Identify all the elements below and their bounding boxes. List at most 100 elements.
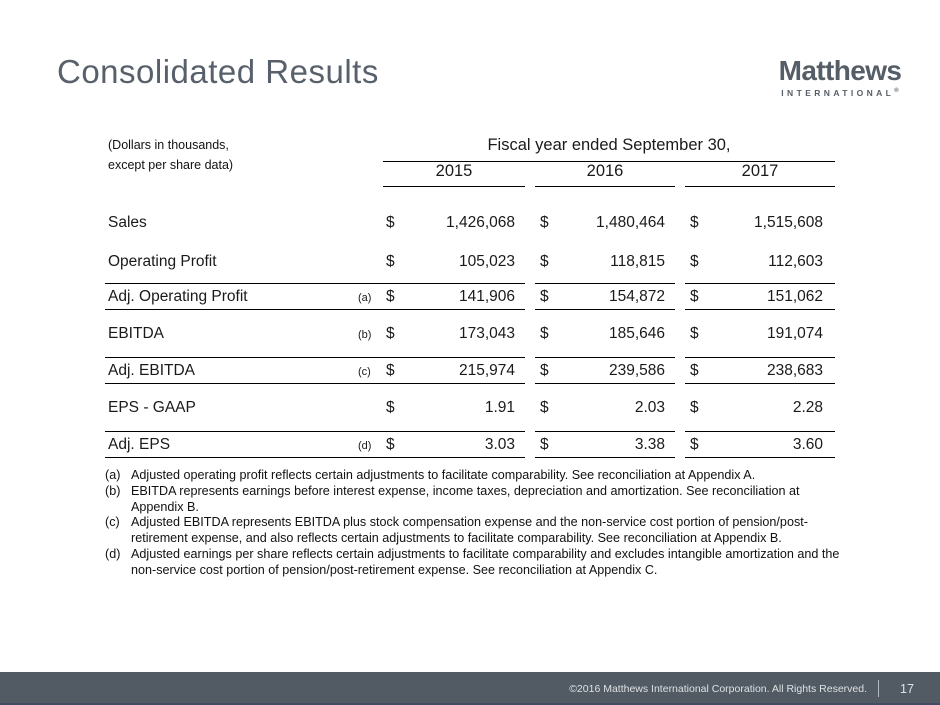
value-2017: 3.60 <box>792 435 823 453</box>
row-segment-2017: $ 3.60 <box>685 431 835 458</box>
dollar-sign: $ <box>690 213 699 231</box>
value-2017: 238,683 <box>766 361 823 379</box>
row-segment-label-2015: Sales $ 1,426,068 <box>105 204 525 241</box>
value-2015: 215,974 <box>458 361 515 379</box>
value-2015: 1.91 <box>484 398 515 416</box>
row-segment-2017: $ 151,062 <box>685 283 835 310</box>
footnotes: (a) Adjusted operating profit reflects c… <box>105 468 853 579</box>
table-row: Adj. Operating Profit (a) $ 141,906 $ 15… <box>105 283 835 310</box>
row-footnote-marker <box>358 261 383 264</box>
dollar-sign: $ <box>386 435 395 453</box>
table-row: EBITDA (b) $ 173,043 $ 185,646 $ 191,074 <box>105 310 835 357</box>
column-header-2017: 2017 <box>685 162 835 187</box>
row-footnote-marker: (b) <box>358 329 372 341</box>
value-2016: 2.03 <box>634 398 665 416</box>
row-footnote-marker: (a) <box>358 292 372 304</box>
dollar-sign: $ <box>690 398 699 416</box>
footnote-marker: (c) <box>105 515 120 530</box>
row-segment-2016: $ 3.38 <box>535 431 675 458</box>
column-header-2015: 2015 <box>383 162 525 187</box>
registered-trademark-symbol: ® <box>894 88 899 94</box>
dollar-sign: $ <box>540 253 549 270</box>
value-2017: 2.28 <box>792 398 823 416</box>
logo-subtitle-text: INTERNATIONAL <box>781 88 895 98</box>
row-segment-label-2015: Operating Profit $ 105,023 <box>105 241 525 283</box>
company-logo: Matthews INTERNATIONAL® <box>772 56 908 99</box>
row-segment-label-2015: Adj. EPS (d) $ 3.03 <box>105 431 525 458</box>
footnote-item: (c) Adjusted EBITDA represents EBITDA pl… <box>105 515 853 547</box>
dollar-sign: $ <box>386 287 395 305</box>
table-body: Sales $ 1,426,068 $ 1,480,464 $ 1,515,60… <box>105 204 835 458</box>
units-note-line2: except per share data) <box>108 158 234 172</box>
dollar-sign: $ <box>540 324 549 342</box>
footnote-item: (a) Adjusted operating profit reflects c… <box>105 468 853 484</box>
page-title: Consolidated Results <box>57 53 379 90</box>
row-segment-label-2015: Adj. Operating Profit (a) $ 141,906 <box>105 283 525 310</box>
value-2015: 1,426,068 <box>446 213 515 231</box>
units-note-line1: (Dollars in thousands, <box>108 138 229 152</box>
value-2015: 141,906 <box>458 287 515 305</box>
row-label: Sales <box>108 213 147 231</box>
page-number: 17 <box>900 681 914 696</box>
row-label: Operating Profit <box>108 253 217 270</box>
logo-subtitle: INTERNATIONAL® <box>772 88 908 98</box>
row-segment-2017: $ 191,074 <box>685 310 835 357</box>
table-row: Operating Profit $ 105,023 $ 118,815 $ 1… <box>105 241 835 283</box>
dollar-sign: $ <box>540 398 549 416</box>
row-segment-2016: $ 1,480,464 <box>535 204 675 241</box>
row-segment-2017: $ 1,515,608 <box>685 204 835 241</box>
footnote-marker: (b) <box>105 483 121 498</box>
row-footnote-marker: (c) <box>358 366 371 378</box>
row-segment-2016: $ 2.03 <box>535 384 675 431</box>
footnote-marker: (d) <box>105 546 121 561</box>
copyright-text: ©2016 Matthews International Corporation… <box>569 682 867 695</box>
row-segment-2017: $ 112,603 <box>685 241 835 283</box>
footnote-item: (b) EBITDA represents earnings before in… <box>105 484 853 516</box>
footnote-text: Adjusted EBITDA represents EBITDA plus s… <box>131 515 808 546</box>
footnote-text: Adjusted earnings per share reflects cer… <box>131 546 840 577</box>
value-2016: 154,872 <box>608 287 665 305</box>
units-note: (Dollars in thousands, except per share … <box>108 135 233 175</box>
dollar-sign: $ <box>386 213 395 231</box>
value-2017: 112,603 <box>768 253 823 270</box>
table-header-fiscal-year: Fiscal year ended September 30, <box>383 136 835 162</box>
dollar-sign: $ <box>386 324 395 342</box>
row-label: Adj. Operating Profit <box>108 287 248 305</box>
footer-bar: ©2016 Matthews International Corporation… <box>0 672 940 705</box>
row-segment-2016: $ 154,872 <box>535 283 675 310</box>
dollar-sign: $ <box>540 213 549 231</box>
dollar-sign: $ <box>690 324 699 342</box>
row-label: Adj. EBITDA <box>108 361 195 379</box>
dollar-sign: $ <box>690 361 699 379</box>
row-footnote-marker <box>358 406 383 409</box>
footnote-marker: (a) <box>105 468 121 482</box>
row-segment-2016: $ 239,586 <box>535 357 675 384</box>
row-segment-2017: $ 238,683 <box>685 357 835 384</box>
footnote-text: Adjusted operating profit reflects certa… <box>131 468 756 482</box>
row-segment-label-2015: EBITDA (b) $ 173,043 <box>105 310 525 357</box>
dollar-sign: $ <box>386 253 395 270</box>
row-segment-label-2015: Adj. EBITDA (c) $ 215,974 <box>105 357 525 384</box>
dollar-sign: $ <box>540 435 549 453</box>
row-segment-2016: $ 185,646 <box>535 310 675 357</box>
value-2017: 191,074 <box>766 324 823 342</box>
table-row: Sales $ 1,426,068 $ 1,480,464 $ 1,515,60… <box>105 204 835 241</box>
value-2016: 185,646 <box>608 324 665 342</box>
row-footnote-marker <box>358 221 383 224</box>
column-header-2016: 2016 <box>535 162 675 187</box>
row-label: Adj. EPS <box>108 435 171 453</box>
value-2016: 118,815 <box>610 253 665 270</box>
dollar-sign: $ <box>540 287 549 305</box>
dollar-sign: $ <box>690 253 699 270</box>
dollar-sign: $ <box>690 287 699 305</box>
table-row: Adj. EBITDA (c) $ 215,974 $ 239,586 $ 23… <box>105 357 835 384</box>
footnote-item: (d) Adjusted earnings per share reflects… <box>105 547 853 579</box>
row-segment-label-2015: EPS - GAAP $ 1.91 <box>105 384 525 431</box>
value-2017: 1,515,608 <box>754 213 823 231</box>
dollar-sign: $ <box>540 361 549 379</box>
row-segment-2016: $ 118,815 <box>535 241 675 283</box>
row-label: EBITDA <box>108 324 164 342</box>
value-2016: 3.38 <box>634 435 665 453</box>
value-2016: 1,480,464 <box>596 213 665 231</box>
